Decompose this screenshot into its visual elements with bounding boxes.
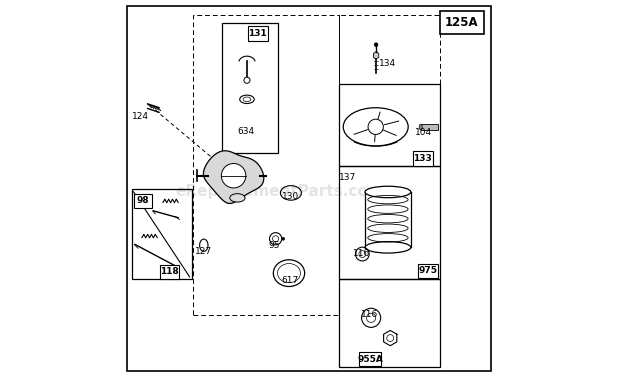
Bar bbox=[339, 84, 440, 166]
Bar bbox=[339, 15, 440, 84]
Bar bbox=[440, 11, 484, 34]
Ellipse shape bbox=[419, 124, 422, 130]
Text: 125A: 125A bbox=[445, 16, 479, 29]
Text: 104: 104 bbox=[415, 128, 432, 138]
Bar bbox=[248, 26, 268, 41]
Text: 95: 95 bbox=[268, 241, 280, 250]
Bar bbox=[222, 23, 278, 153]
Text: 98: 98 bbox=[136, 196, 149, 206]
Polygon shape bbox=[373, 52, 379, 59]
Text: eReplacementParts.com: eReplacementParts.com bbox=[175, 183, 384, 199]
Circle shape bbox=[281, 237, 285, 240]
Text: 133: 133 bbox=[414, 154, 432, 163]
Text: 617: 617 bbox=[281, 276, 298, 285]
Text: 131: 131 bbox=[248, 29, 267, 38]
Bar bbox=[421, 124, 438, 130]
Circle shape bbox=[221, 163, 246, 188]
Bar bbox=[413, 151, 433, 166]
Text: 634: 634 bbox=[237, 126, 254, 136]
Text: 124: 124 bbox=[131, 112, 149, 121]
Bar bbox=[418, 264, 438, 278]
Bar bbox=[339, 279, 440, 367]
Circle shape bbox=[368, 119, 383, 134]
Text: 116: 116 bbox=[361, 309, 378, 319]
Text: 116: 116 bbox=[353, 249, 370, 258]
Ellipse shape bbox=[365, 186, 411, 198]
Text: 127: 127 bbox=[195, 247, 212, 256]
Polygon shape bbox=[203, 151, 264, 204]
Bar bbox=[359, 352, 381, 366]
Bar bbox=[133, 194, 152, 208]
Text: 134: 134 bbox=[379, 58, 397, 68]
Circle shape bbox=[374, 43, 378, 47]
Bar bbox=[160, 265, 179, 279]
Bar bbox=[339, 166, 440, 279]
Text: 955A: 955A bbox=[357, 354, 383, 364]
Bar bbox=[133, 189, 192, 279]
Ellipse shape bbox=[230, 194, 245, 202]
Bar bbox=[193, 15, 339, 315]
Text: 130: 130 bbox=[282, 192, 299, 201]
Text: 118: 118 bbox=[160, 267, 179, 277]
Circle shape bbox=[244, 77, 250, 83]
Text: 975: 975 bbox=[418, 266, 438, 275]
Text: 137: 137 bbox=[339, 173, 356, 182]
Ellipse shape bbox=[365, 242, 411, 253]
